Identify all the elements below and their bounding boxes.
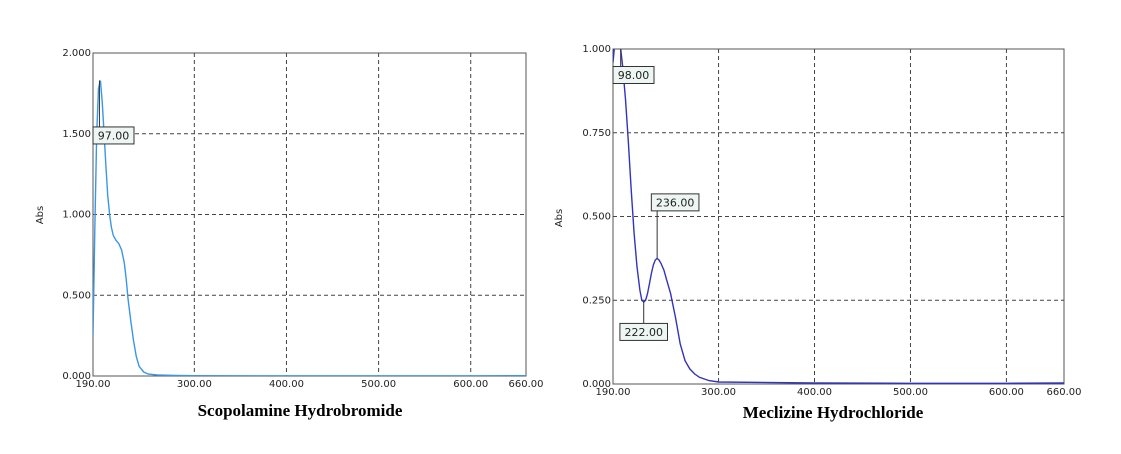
peak-label: 97.00 — [98, 129, 130, 142]
y-axis-label: Abs — [554, 209, 565, 227]
y-tick-label: 1.500 — [62, 129, 91, 140]
peak-label-box — [619, 322, 669, 341]
y-tick-label: 0.500 — [62, 290, 91, 301]
y-tick-label: 0.500 — [582, 212, 611, 223]
x-tick-label: 300.00 — [177, 379, 212, 390]
y-tick-label: 0.250 — [582, 295, 611, 306]
spectrum-line — [93, 80, 526, 376]
y-tick-label: 1.000 — [582, 44, 611, 55]
x-tick-label: 600.00 — [989, 387, 1024, 398]
chart-caption: Scopolamine Hydrobromide — [198, 401, 403, 420]
y-tick-label: 0.000 — [62, 371, 91, 382]
y-tick-label: 2.000 — [62, 48, 91, 59]
x-tick-label: 500.00 — [893, 387, 928, 398]
meclizine-spectrum-chart: 190.00 300.00 400.00 500.00 600.00 660.00 0.00… — [554, 44, 1082, 422]
y-tick-label: 0.750 — [582, 128, 611, 139]
peak-label: 222.00 — [624, 326, 663, 339]
x-tick-label: 190.00 — [596, 387, 631, 398]
peak-label-box — [612, 66, 655, 84]
peak-label: 236.00 — [656, 196, 695, 209]
x-tick-label: 500.00 — [361, 379, 396, 390]
x-tick-label: 400.00 — [269, 379, 304, 390]
peak-label-box — [650, 193, 700, 212]
peak-label-box — [92, 126, 135, 145]
x-tick-label: 400.00 — [797, 387, 832, 398]
x-tick-label: 600.00 — [453, 379, 488, 390]
y-tick-label: 1.000 — [62, 210, 91, 221]
scopolamine-spectrum-chart: 190.00 300.00 400.00 500.00 600.00 660.00 0.00… — [35, 48, 544, 420]
peak-label: 98.00 — [618, 69, 650, 82]
y-tick-label: 0.000 — [582, 379, 611, 390]
x-tick-label: 190.00 — [76, 379, 111, 390]
x-tick-label: 300.00 — [701, 387, 736, 398]
chart-caption: Meclizine Hydrochloride — [743, 403, 924, 422]
x-tick-label: 660.00 — [1047, 387, 1082, 398]
x-tick-label: 660.00 — [509, 379, 544, 390]
spectrum-line — [613, 49, 1064, 384]
y-axis-label: Abs — [35, 206, 46, 224]
